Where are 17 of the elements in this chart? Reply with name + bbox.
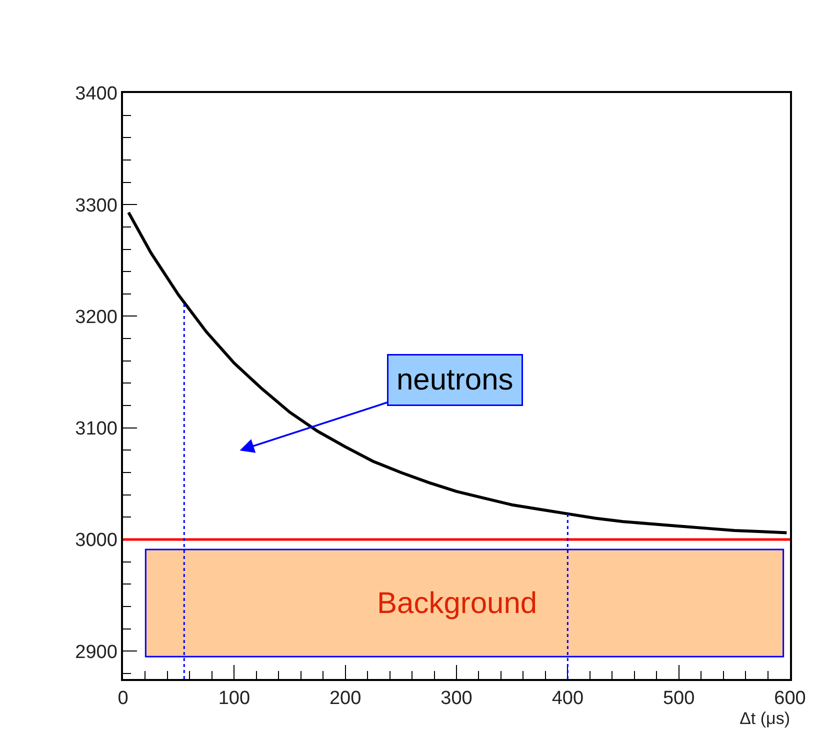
x-tick-label: 200 [329,688,362,709]
x-tick-label: 100 [218,688,250,709]
x-tick-label: 500 [662,688,695,709]
line-series [127,210,788,534]
y-tick-label: 3000 [75,530,118,552]
x-tick-label: 300 [440,688,472,709]
annotation: neutrons [396,364,514,396]
y-tick-label: 3100 [75,418,118,440]
y-tick-label: 3300 [75,195,118,216]
y-tick-label: 3200 [75,306,118,328]
x-tick-label: 600 [774,688,806,709]
x-tick-label: 0 [118,688,128,709]
band-label: Background [377,587,538,620]
x-axis-title: Δt (μs) [740,708,790,728]
x-tick-label: 400 [552,688,584,709]
y-tick-label: 3400 [75,84,118,105]
y-tick-label: 2900 [75,642,118,663]
